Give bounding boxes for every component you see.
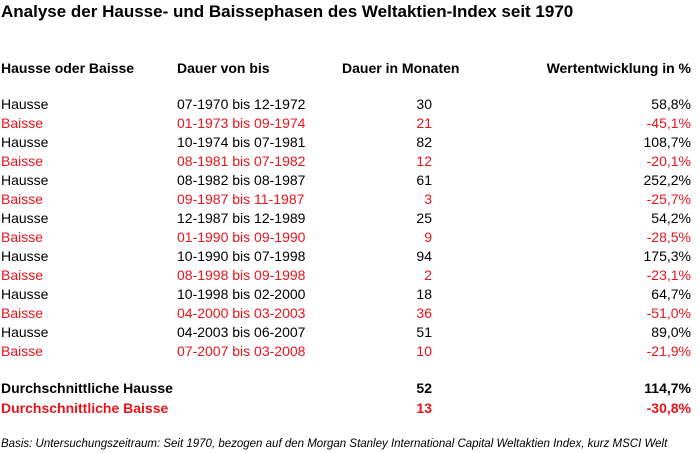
cell: Hausse <box>1 172 49 188</box>
cell: Baisse <box>1 153 44 169</box>
footnote: Basis: Untersuchungszeitraum: Seit 1970,… <box>1 438 668 450</box>
cell: 25 <box>416 210 432 226</box>
cell: -23,1% <box>646 267 691 283</box>
cell: Hausse <box>1 210 49 226</box>
cell: 10-1998 bis 02-2000 <box>177 286 306 302</box>
cell: 10 <box>416 343 432 359</box>
column-header: Hausse oder Baisse <box>1 60 135 76</box>
cell: Baisse <box>1 191 44 207</box>
cell: Hausse <box>1 286 49 302</box>
summary-cell: -30,8% <box>646 400 691 416</box>
cell: 08-1998 bis 09-1998 <box>177 267 306 283</box>
cell: 01-1973 bis 09-1974 <box>177 115 306 131</box>
cell: 9 <box>424 229 432 245</box>
cell: Baisse <box>1 267 44 283</box>
cell: 07-2007 bis 03-2008 <box>177 343 306 359</box>
cell: 08-1982 bis 08-1987 <box>177 172 306 188</box>
cell: 30 <box>416 96 432 112</box>
cell: Hausse <box>1 324 49 340</box>
cell: Baisse <box>1 229 44 245</box>
cell: 82 <box>416 134 432 150</box>
cell: -28,5% <box>646 229 691 245</box>
column-header: Dauer von bis <box>177 60 270 76</box>
cell: 04-2000 bis 03-2003 <box>177 305 306 321</box>
cell: 12-1987 bis 12-1989 <box>177 210 306 226</box>
cell: Baisse <box>1 305 44 321</box>
cell: 07-1970 bis 12-1972 <box>177 96 306 112</box>
cell: Hausse <box>1 134 49 150</box>
cell: 64,7% <box>651 286 691 302</box>
cell: -25,7% <box>646 191 691 207</box>
cell: 54,2% <box>651 210 691 226</box>
cell: 108,7% <box>643 134 691 150</box>
cell: Hausse <box>1 248 49 264</box>
cell: Hausse <box>1 96 49 112</box>
column-header: Wertentwicklung in % <box>546 60 691 76</box>
cell: 58,8% <box>651 96 691 112</box>
cell: 04-2003 bis 06-2007 <box>177 324 306 340</box>
cell: 08-1981 bis 07-1982 <box>177 153 306 169</box>
cell: -20,1% <box>646 153 691 169</box>
cell: 36 <box>416 305 432 321</box>
cell: 10-1974 bis 07-1981 <box>177 134 306 150</box>
cell: 21 <box>416 115 432 131</box>
cell: 01-1990 bis 09-1990 <box>177 229 306 245</box>
cell: -51,0% <box>646 305 691 321</box>
cell: 94 <box>416 248 432 264</box>
cell: Baisse <box>1 115 44 131</box>
cell: 252,2% <box>643 172 691 188</box>
summary-cell: 114,7% <box>644 380 691 396</box>
summary-cell: 13 <box>416 400 432 416</box>
column-header: Dauer in Monaten <box>342 60 460 76</box>
summary-cell: Durchschnittliche Baisse <box>1 400 169 416</box>
cell: Baisse <box>1 343 44 359</box>
cell: 09-1987 bis 11-1987 <box>177 191 305 207</box>
cell: 18 <box>416 286 432 302</box>
cell: 2 <box>424 267 432 283</box>
cell: 51 <box>416 324 432 340</box>
cell: 12 <box>416 153 432 169</box>
cell: -45,1% <box>646 115 691 131</box>
cell: 89,0% <box>651 324 691 340</box>
cell: -21,9% <box>646 343 691 359</box>
cell: 61 <box>416 172 432 188</box>
cell: 3 <box>424 191 432 207</box>
title: Analyse der Hausse- und Baissephasen des… <box>1 2 574 21</box>
summary-cell: Durchschnittliche Hausse <box>1 380 173 396</box>
summary-cell: 52 <box>416 380 432 396</box>
cell: 10-1990 bis 07-1998 <box>177 248 306 264</box>
cell: 175,3% <box>643 248 691 264</box>
